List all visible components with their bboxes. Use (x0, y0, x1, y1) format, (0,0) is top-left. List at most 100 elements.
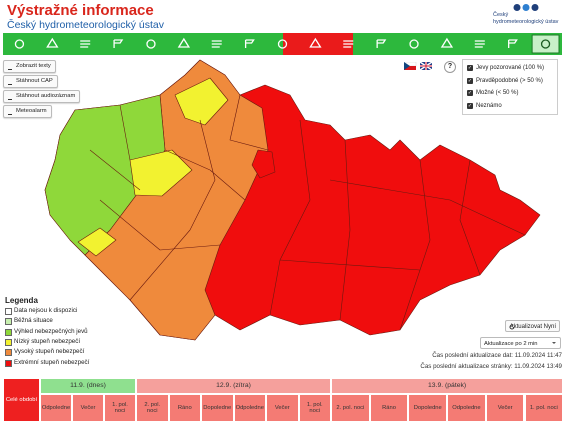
logo-text: Český hydrometeorologický ústav (493, 12, 559, 25)
icon-shape (409, 39, 419, 49)
icon-shape (146, 39, 156, 49)
period-cell[interactable]: Odpoledne (447, 394, 486, 422)
toolbar-icon[interactable] (211, 40, 222, 48)
legend-item: Běžná situace (5, 317, 53, 326)
toolbar-icon[interactable] (531, 34, 560, 54)
period-cell[interactable]: Odpoledne (233, 394, 266, 422)
filter-checkbox[interactable]: Jevy pozorované (100 %) (467, 64, 544, 72)
region-outlook[interactable] (44, 94, 166, 256)
legend-item: Nízký stupeň nebezpečí (5, 338, 80, 346)
legend-swatch (5, 338, 12, 346)
legend-swatch (5, 359, 12, 367)
toolbar-icon[interactable] (440, 37, 454, 48)
day-header[interactable]: 11.9. (dnes) (40, 378, 136, 394)
refresh-label: Aktualizovat Nyní (509, 324, 556, 330)
legend-item: Data nejsou k dispozici (5, 307, 77, 315)
period-cell[interactable]: 2. pol. noci (331, 394, 370, 422)
toolbar-icon[interactable] (309, 37, 322, 48)
icon-shape (244, 39, 255, 48)
whole-period-cell[interactable]: Celé období (3, 378, 40, 422)
period-cell[interactable]: Ráno (369, 394, 409, 422)
period-cell[interactable]: Dopoledne (408, 394, 448, 422)
filter-checkbox[interactable]: Možné (< 50 %) (467, 89, 519, 97)
action-button[interactable]: Zobrazit texty (3, 60, 56, 73)
legend-swatch (5, 349, 12, 357)
filter-checkbox[interactable]: Neznámo (467, 102, 502, 110)
toolbar-icon[interactable] (244, 39, 255, 48)
toolbar (3, 33, 562, 55)
icon-shape (46, 37, 59, 48)
region-low[interactable] (174, 77, 229, 126)
icon-shape (343, 40, 354, 48)
icon-shape (440, 37, 454, 48)
refresh-button[interactable]: Aktualizovat Nyní (505, 320, 560, 332)
period-cell[interactable]: Ráno (168, 394, 201, 422)
toolbar-icon[interactable] (508, 39, 518, 48)
page-timestamp: Čas poslední aktualizace stránky: 11.09.… (420, 363, 562, 370)
icon-shape (376, 39, 387, 48)
filter-checkbox[interactable]: Pravděpodobné (> 50 %) (467, 77, 543, 85)
icon-frame (531, 34, 560, 54)
toolbar-icon[interactable] (409, 39, 419, 49)
help-button[interactable]: ? (444, 61, 456, 73)
toolbar-background (3, 33, 562, 55)
logo-mark (513, 4, 539, 11)
day-header[interactable]: 13.9. (pátek) (331, 378, 564, 394)
page-subtitle: Český hydrometeorologický ústav (7, 19, 164, 31)
period-cell[interactable]: 1. pol. noci (298, 394, 331, 422)
refresh-interval-select[interactable]: Aktualizace po 2 min (480, 337, 561, 349)
toolbar-icon[interactable] (177, 37, 191, 48)
flag-en[interactable] (419, 62, 433, 71)
toolbar-icon[interactable] (277, 39, 288, 49)
flag-cz[interactable] (404, 62, 417, 70)
period-cell[interactable]: Dopoledne (201, 394, 234, 422)
period-cell[interactable]: 2. pol. noci (136, 394, 169, 422)
legend-title: Legenda (5, 296, 38, 305)
action-button[interactable]: Meteoalarm (3, 105, 52, 118)
legend-item: Extrémní stupeň nebezpečí (5, 359, 89, 367)
data-timestamp: Čas poslední aktualizace dat: 11.09.2024… (432, 352, 562, 359)
icon-shape (277, 39, 288, 49)
toolbar-icon[interactable] (80, 40, 91, 48)
legend-label: Data nejsou k dispozici (14, 307, 78, 314)
filter-panel: Jevy pozorované (100 %) Pravděpodobné (> … (462, 59, 558, 115)
legend-label: Nízký stupeň nebezpečí (14, 337, 81, 345)
icon-shape (80, 40, 91, 48)
language-flags (404, 62, 433, 71)
action-button[interactable]: Stáhnout CAP (3, 75, 58, 88)
icon-shape (14, 39, 25, 49)
legend-label: Vysoký stupeň nebezpečí (14, 348, 85, 356)
toolbar-icon[interactable] (146, 39, 156, 49)
toolbar-icon[interactable] (14, 39, 25, 49)
legend-swatch (5, 318, 12, 326)
period-cell[interactable]: Večer (485, 394, 525, 422)
icon-shape (113, 39, 124, 48)
period-cell[interactable]: 1. pol. noci (524, 394, 564, 422)
period-cell[interactable]: 1. pol. noci (104, 394, 136, 422)
legend-item: Výhled nebezpečných jevů (5, 328, 88, 336)
legend-swatch (5, 308, 12, 315)
legend-label: Běžná situace (14, 317, 53, 325)
period-cell[interactable]: Večer (266, 394, 299, 422)
toolbar-icon[interactable] (46, 37, 59, 48)
region-low[interactable] (77, 227, 117, 257)
region-extreme[interactable] (251, 149, 276, 179)
warning-map (44, 59, 541, 341)
icon-shape (211, 40, 222, 48)
period-cell[interactable]: Odpoledne (40, 394, 72, 422)
toolbar-icon[interactable] (343, 40, 354, 48)
toolbar-icon[interactable] (376, 39, 387, 48)
timeline: Celé období 11.9. (dnes) Odpoledne Večer 1. … (3, 378, 564, 422)
day-header[interactable]: 12.9. (zítra) (136, 378, 331, 394)
icon-shape (309, 37, 322, 48)
icon-shape (540, 39, 551, 49)
toolbar-icon[interactable] (113, 39, 124, 48)
icon-shape (508, 39, 518, 48)
action-button[interactable]: Stáhnout audiozáznam (3, 90, 81, 103)
region-low[interactable] (129, 149, 193, 197)
toolbar-icon[interactable] (474, 40, 485, 48)
legend-item: Vysoký stupeň nebezpečí (5, 348, 85, 357)
refresh-icon (509, 324, 515, 330)
period-cell[interactable]: Večer (72, 394, 104, 422)
